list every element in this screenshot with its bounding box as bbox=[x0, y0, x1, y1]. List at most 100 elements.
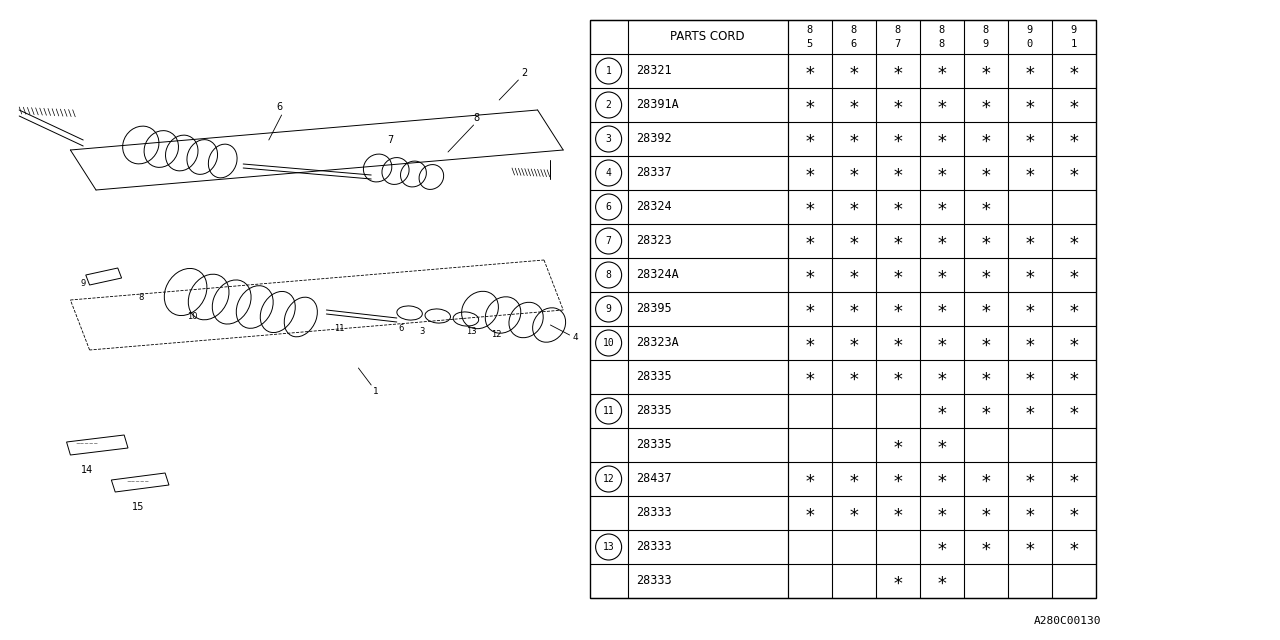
Text: 14: 14 bbox=[81, 465, 93, 475]
Text: 28391A: 28391A bbox=[636, 99, 678, 111]
Text: 8: 8 bbox=[851, 25, 856, 35]
Text: ∗: ∗ bbox=[804, 334, 815, 352]
Text: 28333: 28333 bbox=[636, 506, 671, 520]
Text: ∗: ∗ bbox=[892, 334, 904, 352]
Text: ∗: ∗ bbox=[980, 504, 991, 522]
Text: ∗: ∗ bbox=[892, 300, 904, 318]
Text: ∗: ∗ bbox=[1024, 266, 1036, 284]
Text: ∗: ∗ bbox=[849, 368, 859, 386]
Text: ∗: ∗ bbox=[892, 130, 904, 148]
Text: ∗: ∗ bbox=[1024, 300, 1036, 318]
Text: ∗: ∗ bbox=[1069, 402, 1079, 420]
Text: A280C00130: A280C00130 bbox=[1033, 616, 1101, 626]
Text: ∗: ∗ bbox=[849, 334, 859, 352]
Text: 6: 6 bbox=[605, 202, 612, 212]
Text: ∗: ∗ bbox=[937, 402, 947, 420]
Text: 12: 12 bbox=[492, 330, 502, 339]
Text: ∗: ∗ bbox=[937, 538, 947, 556]
Text: 10: 10 bbox=[187, 312, 197, 321]
Text: ∗: ∗ bbox=[849, 300, 859, 318]
Text: 1: 1 bbox=[372, 387, 378, 396]
Text: 4: 4 bbox=[605, 168, 612, 178]
Text: ∗: ∗ bbox=[1024, 164, 1036, 182]
Text: ∗: ∗ bbox=[980, 300, 991, 318]
Text: ∗: ∗ bbox=[1024, 62, 1036, 80]
Text: 4: 4 bbox=[572, 333, 577, 342]
Text: ∗: ∗ bbox=[892, 368, 904, 386]
Text: ∗: ∗ bbox=[980, 130, 991, 148]
Text: ∗: ∗ bbox=[849, 130, 859, 148]
Text: 12: 12 bbox=[603, 474, 614, 484]
Text: 8: 8 bbox=[983, 25, 989, 35]
Text: ∗: ∗ bbox=[980, 198, 991, 216]
Text: 8: 8 bbox=[474, 113, 479, 123]
Text: ∗: ∗ bbox=[849, 266, 859, 284]
Text: 8: 8 bbox=[138, 294, 143, 303]
Text: ∗: ∗ bbox=[980, 232, 991, 250]
Text: 11: 11 bbox=[334, 324, 344, 333]
Text: ∗: ∗ bbox=[1024, 402, 1036, 420]
Text: 28333: 28333 bbox=[636, 541, 671, 554]
Text: ∗: ∗ bbox=[1069, 300, 1079, 318]
Text: 0: 0 bbox=[1027, 39, 1033, 49]
Text: ∗: ∗ bbox=[980, 96, 991, 114]
Text: 13: 13 bbox=[466, 327, 476, 336]
Text: ∗: ∗ bbox=[1069, 164, 1079, 182]
Text: ∗: ∗ bbox=[1024, 130, 1036, 148]
Text: ∗: ∗ bbox=[849, 232, 859, 250]
Text: ∗: ∗ bbox=[892, 198, 904, 216]
Text: ∗: ∗ bbox=[1069, 62, 1079, 80]
Text: ∗: ∗ bbox=[804, 470, 815, 488]
Text: 8: 8 bbox=[806, 25, 813, 35]
Text: ∗: ∗ bbox=[937, 266, 947, 284]
Text: ∗: ∗ bbox=[1024, 504, 1036, 522]
Text: ∗: ∗ bbox=[980, 62, 991, 80]
Text: 6: 6 bbox=[276, 102, 282, 112]
Text: ∗: ∗ bbox=[892, 62, 904, 80]
Text: 9: 9 bbox=[1071, 25, 1076, 35]
Text: 13: 13 bbox=[603, 542, 614, 552]
Text: 9: 9 bbox=[81, 278, 86, 287]
Text: 28324A: 28324A bbox=[636, 269, 678, 282]
Text: ~~~~~: ~~~~~ bbox=[127, 479, 150, 484]
Text: ∗: ∗ bbox=[937, 164, 947, 182]
Text: 3: 3 bbox=[420, 327, 425, 336]
Text: ∗: ∗ bbox=[849, 164, 859, 182]
Text: 9: 9 bbox=[983, 39, 989, 49]
Text: ∗: ∗ bbox=[1069, 470, 1079, 488]
Text: ∗: ∗ bbox=[980, 368, 991, 386]
Text: ∗: ∗ bbox=[804, 368, 815, 386]
Text: ∗: ∗ bbox=[804, 504, 815, 522]
Text: ∗: ∗ bbox=[892, 96, 904, 114]
Text: ∗: ∗ bbox=[804, 130, 815, 148]
Text: ∗: ∗ bbox=[1024, 96, 1036, 114]
Text: ∗: ∗ bbox=[1069, 232, 1079, 250]
Text: ∗: ∗ bbox=[937, 232, 947, 250]
Text: ∗: ∗ bbox=[937, 470, 947, 488]
Text: 28335: 28335 bbox=[636, 371, 671, 383]
Text: 3: 3 bbox=[605, 134, 612, 144]
Text: ∗: ∗ bbox=[980, 334, 991, 352]
Text: ∗: ∗ bbox=[1024, 538, 1036, 556]
Text: ∗: ∗ bbox=[892, 504, 904, 522]
Text: ∗: ∗ bbox=[937, 334, 947, 352]
Text: ∗: ∗ bbox=[804, 300, 815, 318]
Text: 15: 15 bbox=[132, 502, 145, 512]
Text: ∗: ∗ bbox=[804, 198, 815, 216]
Text: 28392: 28392 bbox=[636, 132, 671, 145]
Text: ~~~~~: ~~~~~ bbox=[76, 442, 99, 447]
Text: ∗: ∗ bbox=[892, 572, 904, 590]
Text: ∗: ∗ bbox=[849, 470, 859, 488]
Text: 28395: 28395 bbox=[636, 303, 671, 316]
Text: ∗: ∗ bbox=[937, 198, 947, 216]
Text: ∗: ∗ bbox=[937, 62, 947, 80]
Text: 7: 7 bbox=[605, 236, 612, 246]
Text: ∗: ∗ bbox=[1069, 504, 1079, 522]
Text: 6: 6 bbox=[851, 39, 856, 49]
Text: 1: 1 bbox=[605, 66, 612, 76]
Text: ∗: ∗ bbox=[1024, 334, 1036, 352]
Text: ∗: ∗ bbox=[804, 164, 815, 182]
Text: 8: 8 bbox=[605, 270, 612, 280]
Text: 2: 2 bbox=[605, 100, 612, 110]
Text: 28337: 28337 bbox=[636, 166, 671, 179]
